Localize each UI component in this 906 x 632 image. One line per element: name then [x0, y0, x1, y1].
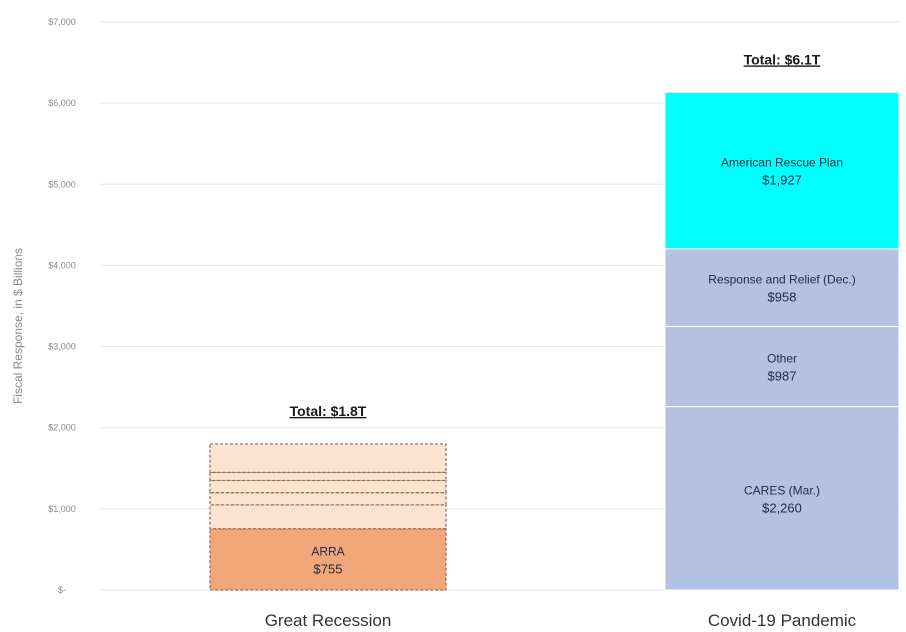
segment-label: CARES (Mar.)	[744, 483, 820, 497]
y-tick-label: $7,000	[48, 17, 76, 27]
y-tick-label: $1,000	[48, 504, 76, 514]
y-axis-ticks: $- $1,000 $2,000 $3,000 $4,000 $5,000 $6,000 $7…	[48, 17, 76, 595]
bar-segment	[209, 471, 447, 482]
bar-segment	[209, 528, 447, 591]
y-tick-label: $3,000	[48, 342, 76, 352]
segment-label: Other	[767, 352, 797, 366]
segment-value-label: $755	[314, 561, 343, 576]
segment-value-label: $1,927	[762, 173, 802, 188]
bar-segment	[664, 326, 900, 408]
y-tick-label: $6,000	[48, 98, 76, 108]
total-label: Total: $1.8T	[290, 403, 367, 419]
category-label: Great Recession	[265, 611, 392, 630]
bar-great-recession: ARRA $755 Total: $1.8T	[209, 403, 447, 591]
bar-segment	[209, 479, 447, 494]
segment-label: American Rescue Plan	[721, 156, 843, 170]
total-label: Total: $6.1T	[744, 51, 821, 67]
bar-segment	[664, 91, 900, 250]
category-label: Covid-19 Pandemic	[708, 611, 857, 630]
category-labels: Great Recession Covid-19 Pandemic	[265, 611, 857, 630]
y-tick-label: $2,000	[48, 423, 76, 433]
bar-segment	[209, 504, 447, 530]
segment-label: Response and Relief (Dec.)	[708, 273, 855, 287]
bar-segment	[664, 406, 900, 591]
bar-covid-19-pandemic: CARES (Mar.) $2,260 Other $987 Response and …	[664, 51, 900, 591]
bars: ARRA $755 Total: $1.8T CARES (Mar.) $2,260 Ot…	[209, 51, 900, 591]
bar-segment	[209, 492, 447, 506]
segment-value-label: $958	[768, 290, 797, 305]
y-tick-label: $5,000	[48, 179, 76, 189]
segment-value-label: $2,260	[762, 500, 802, 515]
segment-label: ARRA	[311, 544, 344, 558]
segment-value-label: $987	[768, 369, 797, 384]
y-tick-label: $-	[58, 585, 66, 595]
bar-segment	[209, 443, 447, 473]
bar-segment	[664, 248, 900, 328]
y-axis-label: Fiscal Response, in $ Billions	[11, 248, 25, 404]
y-tick-label: $4,000	[48, 260, 76, 270]
